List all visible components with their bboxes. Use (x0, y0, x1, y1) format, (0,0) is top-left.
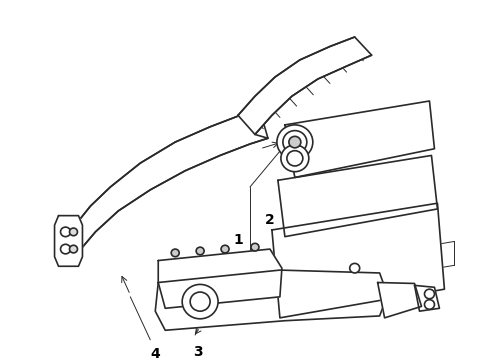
Circle shape (61, 227, 71, 237)
Polygon shape (75, 111, 268, 257)
Polygon shape (415, 285, 440, 311)
Circle shape (251, 243, 259, 251)
Text: 4: 4 (150, 347, 160, 360)
Circle shape (277, 125, 313, 159)
Polygon shape (378, 283, 421, 318)
Circle shape (70, 245, 77, 253)
Polygon shape (238, 37, 371, 134)
Polygon shape (155, 270, 388, 330)
Circle shape (350, 264, 360, 273)
Circle shape (424, 289, 435, 299)
Circle shape (171, 249, 179, 257)
Polygon shape (272, 203, 444, 318)
Circle shape (182, 284, 218, 319)
Polygon shape (54, 216, 82, 266)
Circle shape (61, 244, 71, 254)
Circle shape (190, 292, 210, 311)
Circle shape (287, 151, 303, 166)
Circle shape (283, 131, 307, 154)
Text: 1: 1 (233, 233, 243, 247)
Polygon shape (278, 156, 438, 237)
Text: 2: 2 (265, 213, 275, 228)
Circle shape (221, 245, 229, 253)
Circle shape (281, 145, 309, 172)
Circle shape (424, 300, 435, 309)
Polygon shape (285, 101, 435, 177)
Polygon shape (158, 249, 282, 308)
Circle shape (289, 136, 301, 148)
Circle shape (70, 228, 77, 236)
Text: 3: 3 (194, 345, 203, 359)
Circle shape (196, 247, 204, 255)
